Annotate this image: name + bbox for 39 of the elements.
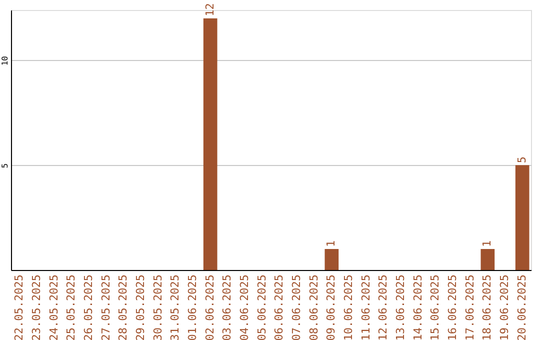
bar xyxy=(515,165,530,270)
x-tick-label: 22.05.2025 xyxy=(12,274,26,340)
x-tick-label: 03.06.2025 xyxy=(220,274,234,340)
x-tick-label: 19.06.2025 xyxy=(498,274,511,340)
x-tick-label: 07.06.2025 xyxy=(290,274,303,340)
bar xyxy=(203,18,218,270)
x-tick-label: 28.05.2025 xyxy=(116,274,130,340)
x-tick-label: 04.06.2025 xyxy=(238,274,251,340)
x-tick-label: 12.06.2025 xyxy=(376,274,390,340)
data-label: 12 xyxy=(203,3,216,16)
x-tick-label: 15.06.2025 xyxy=(428,274,442,340)
x-tick-label: 16.06.2025 xyxy=(446,274,459,340)
x-tick-label: 08.06.2025 xyxy=(307,274,320,340)
x-tick-label: 20.06.2025 xyxy=(515,274,528,340)
x-tick-label: 06.06.2025 xyxy=(272,274,286,340)
x-tick-label: 18.06.2025 xyxy=(480,274,494,340)
x-tick-label: 26.05.2025 xyxy=(82,274,95,340)
x-tick-label: 17.06.2025 xyxy=(463,274,476,340)
x-tick-label: 29.05.2025 xyxy=(134,274,147,340)
x-tick-label: 14.06.2025 xyxy=(411,274,424,340)
x-tick-label: 09.06.2025 xyxy=(324,274,338,340)
x-tick-label: 31.05.2025 xyxy=(168,274,182,340)
data-label: 5 xyxy=(515,156,528,164)
x-tick-label: 01.06.2025 xyxy=(186,274,199,340)
bar xyxy=(324,249,339,270)
bar xyxy=(480,249,495,270)
x-tick-label: 27.05.2025 xyxy=(99,274,112,340)
x-tick-label: 23.05.2025 xyxy=(30,274,43,340)
x-tick-label: 24.05.2025 xyxy=(47,274,60,340)
data-label: 1 xyxy=(324,240,338,248)
y-tick-label: 10 xyxy=(0,56,10,66)
x-tick-label: 13.06.2025 xyxy=(394,274,407,340)
x-tick-label: 02.06.2025 xyxy=(203,274,216,340)
x-tick-label: 25.05.2025 xyxy=(64,274,78,340)
data-label: 1 xyxy=(480,240,494,248)
x-tick-label: 30.05.2025 xyxy=(151,274,164,340)
x-tick-label: 05.06.2025 xyxy=(255,274,268,340)
x-tick-label: 11.06.2025 xyxy=(359,274,372,340)
x-tick-label: 10.06.2025 xyxy=(342,274,355,340)
